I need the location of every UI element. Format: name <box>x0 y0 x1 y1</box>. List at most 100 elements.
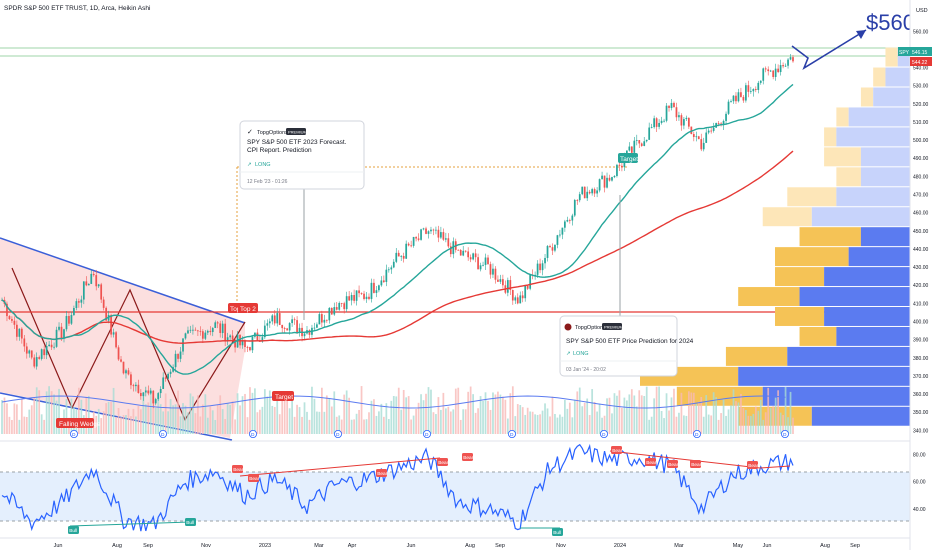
idea-card-2023[interactable]: ✓ TopgOptions PREMIUM SPY S&P 500 ETF 20… <box>239 120 365 320</box>
event-marker-text: D <box>251 432 255 438</box>
candle-body <box>596 190 598 194</box>
candle-body <box>732 95 735 102</box>
volume-bar <box>732 389 735 434</box>
price-tick-label: 430.00 <box>913 265 929 271</box>
rsi-badge <box>68 526 79 534</box>
candle-body <box>105 307 108 321</box>
price-tick-label: 490.00 <box>913 156 929 162</box>
rsi-badge <box>611 446 622 454</box>
volume-profile-down <box>885 47 898 67</box>
price-axis-bg <box>910 0 932 550</box>
candle-body <box>65 316 68 330</box>
volume-bar <box>576 391 579 434</box>
volume-bar <box>395 396 398 434</box>
volume-bar <box>472 394 474 434</box>
candle-body <box>157 393 160 400</box>
candle-body <box>405 243 408 259</box>
volume-bar <box>754 406 757 434</box>
candle-body <box>80 299 83 303</box>
volume-bar <box>266 396 269 434</box>
volume-bar <box>246 417 249 434</box>
volume-bar <box>464 409 467 434</box>
volume-bar <box>358 409 360 434</box>
candle-body <box>35 357 38 367</box>
rsi-tick-label: 60.00 <box>913 480 926 486</box>
volume-bar <box>680 392 683 434</box>
card2-badge: PREMIUM <box>604 325 623 330</box>
candle-body <box>75 301 78 309</box>
rsi-badge-text: Bull <box>186 520 194 526</box>
volume-bar <box>757 410 760 434</box>
candle-body <box>447 238 450 247</box>
candle-body <box>50 344 53 348</box>
volume-bar <box>360 386 363 434</box>
candle-body <box>229 335 231 338</box>
candle-body <box>244 340 246 348</box>
candle-body <box>125 370 127 374</box>
event-marker-text: D <box>161 432 165 438</box>
volume-bar <box>442 392 445 434</box>
volume-bar <box>102 411 105 434</box>
candle-body <box>437 229 440 238</box>
candle-body <box>92 273 95 276</box>
volume-bar <box>58 388 60 434</box>
volume-profile-up <box>873 87 910 107</box>
idea-card-2024[interactable]: TopgOptions PREMIUM SPY S&P 500 ETF Pric… <box>559 195 694 377</box>
candle-body <box>655 118 658 127</box>
candle-body <box>360 293 363 294</box>
volume-profile-up <box>824 307 910 326</box>
volume-bar <box>343 394 346 434</box>
candle-body <box>219 323 222 334</box>
volume-bar <box>544 403 546 434</box>
volume-bar <box>502 396 504 434</box>
volume-profile-up <box>738 366 910 386</box>
volume-bar <box>370 400 373 434</box>
volume-bar <box>554 413 556 434</box>
volume-bar <box>241 396 244 434</box>
volume-bar <box>593 401 596 434</box>
secondary-price-tag <box>910 57 932 66</box>
price-tick-label: 370.00 <box>913 374 929 380</box>
candle-body <box>549 246 551 248</box>
volume-profile-up <box>836 127 910 147</box>
candle-body <box>789 57 792 60</box>
candle-body <box>469 257 472 260</box>
volume-bar <box>219 395 222 434</box>
candle-body <box>298 327 301 333</box>
candle-body <box>769 70 772 72</box>
price-tick-label: 350.00 <box>913 410 929 416</box>
candle-body <box>509 280 512 290</box>
volume-bar <box>259 409 261 434</box>
candle-body <box>55 329 58 347</box>
candle-body <box>492 268 494 275</box>
volume-bar <box>633 395 636 434</box>
volume-profile-up <box>836 326 910 346</box>
candle-body <box>601 175 603 180</box>
card2-direction: LONG <box>573 351 589 357</box>
volume-bar <box>787 417 789 434</box>
event-marker <box>333 429 342 438</box>
candle-body <box>633 140 636 153</box>
time-tick-label: Sep <box>850 543 860 549</box>
price-tick-label: 450.00 <box>913 229 929 235</box>
volume-bar <box>425 393 427 434</box>
time-tick-label: Mar <box>314 543 324 549</box>
volume-bar <box>541 410 544 434</box>
candle-body <box>767 69 770 72</box>
volume-bar <box>774 397 777 434</box>
volume-bar <box>149 389 152 434</box>
volume-bar <box>705 395 708 434</box>
volume-bar <box>30 405 33 434</box>
candle-body <box>417 238 420 240</box>
candle-body <box>546 246 549 258</box>
volume-bar <box>551 396 554 434</box>
volume-bar <box>169 399 172 434</box>
candle-body <box>420 229 422 240</box>
candle-body <box>97 284 100 287</box>
time-tick-label: Sep <box>143 543 153 549</box>
card2-avatar <box>564 323 572 331</box>
candle-body <box>135 384 137 387</box>
candle-body <box>499 279 502 282</box>
candle-body <box>635 140 638 141</box>
